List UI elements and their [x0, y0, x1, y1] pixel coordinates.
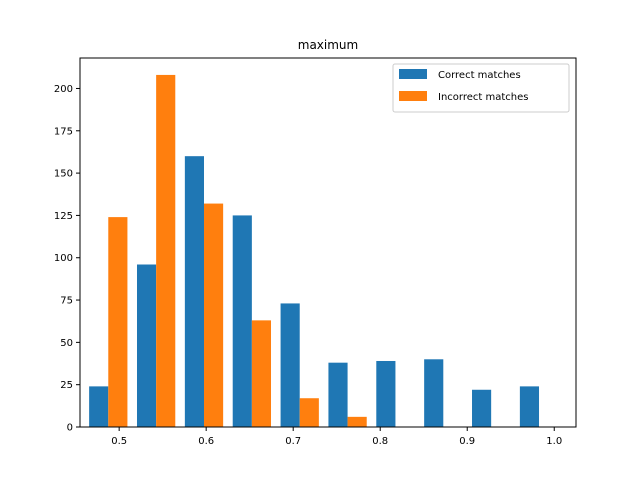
bar-correct-4 [280, 303, 300, 427]
bar-correct-8 [472, 389, 492, 427]
bar-incorrect-2 [204, 203, 224, 427]
bar-incorrect-1 [156, 74, 176, 427]
x-tick-label: 1.0 [546, 436, 562, 447]
bar-incorrect-0 [108, 217, 128, 427]
bar-correct-5 [328, 362, 348, 427]
y-tick-label: 25 [60, 380, 73, 391]
bar-correct-9 [519, 386, 540, 427]
y-tick-label: 50 [60, 338, 73, 349]
bar-incorrect-4 [299, 398, 319, 427]
bar-correct-0 [89, 386, 109, 427]
legend-swatch-incorrect [399, 91, 427, 101]
x-tick-label: 0.9 [459, 436, 475, 447]
x-tick-label: 0.5 [111, 436, 127, 447]
chart-title: maximum [298, 38, 358, 52]
x-tick-label: 0.7 [285, 436, 301, 447]
y-tick-label: 200 [54, 84, 73, 95]
legend-box [392, 63, 570, 113]
bar-correct-6 [376, 360, 396, 427]
bar-incorrect-5 [347, 416, 367, 427]
legend-label-correct: Correct matches [438, 70, 521, 81]
y-tick-label: 0 [67, 423, 73, 434]
legend-swatch-correct [399, 69, 427, 79]
y-tick-label: 150 [54, 169, 73, 180]
bar-correct-2 [184, 156, 204, 427]
x-tick-label: 0.8 [372, 436, 388, 447]
legend-label-incorrect: Incorrect matches [438, 92, 528, 103]
bar-correct-7 [424, 359, 444, 427]
y-tick-label: 125 [54, 211, 73, 222]
y-axis: 0 25 50 75 100 125 150 175 200 [54, 84, 80, 434]
bar-correct-1 [136, 264, 157, 427]
y-tick-label: 100 [54, 253, 73, 264]
bar-incorrect-3 [251, 320, 272, 427]
x-axis: 0.5 0.6 0.7 0.8 0.9 1.0 [111, 427, 562, 447]
legend: Correct matches Incorrect matches [392, 63, 570, 113]
bars-group [89, 74, 540, 427]
plot-frame [79, 57, 577, 428]
y-tick-label: 75 [60, 296, 73, 307]
y-tick-label: 175 [54, 126, 73, 137]
x-tick-label: 0.6 [198, 436, 214, 447]
bar-correct-3 [232, 215, 252, 427]
